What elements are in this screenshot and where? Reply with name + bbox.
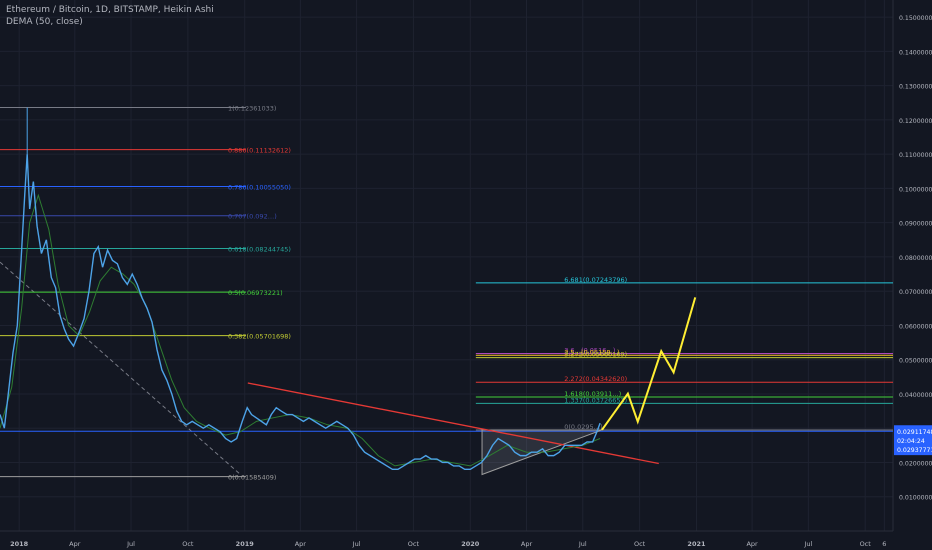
price-badge-label: 0.02911748 bbox=[897, 429, 932, 436]
chart-title: Ethereum / Bitcoin, 1D, BITSTAMP, Heikin… bbox=[6, 5, 214, 15]
price-badge-label: 0.02937771 bbox=[897, 447, 932, 454]
indicator-label: DEMA (50, close) bbox=[6, 17, 83, 27]
fib-extension-label: 1.337(0.03726653) bbox=[564, 396, 627, 404]
fib-extension-label: 3.5…(0.05158…) bbox=[564, 348, 619, 356]
dema-line bbox=[0, 193, 601, 467]
fib-retracement-label: 0.786(0.10055050) bbox=[228, 184, 291, 192]
x-tick-label: Oct bbox=[634, 540, 646, 548]
fib-extension-label: 3.272(0.05060169) bbox=[564, 351, 627, 359]
x-tick-label: Oct bbox=[860, 540, 872, 548]
x-tick-label: Jul bbox=[578, 540, 587, 548]
price-badge-label: 02:04:24 bbox=[897, 438, 925, 445]
fib-retracement-label: 1(0.12361033) bbox=[228, 105, 277, 113]
price-badge bbox=[894, 443, 932, 456]
fib-extension-label: 3.6…(0.0516…) bbox=[564, 347, 615, 355]
fib-extension-label: 2.272(0.04342620) bbox=[564, 375, 627, 383]
fib-retracement-label: 0.5(0.06973221) bbox=[228, 289, 283, 297]
chart-legend: Ethereum / Bitcoin, 1D, BITSTAMP, Heikin… bbox=[6, 4, 214, 28]
x-tick-label: Apr bbox=[521, 540, 533, 548]
x-tick-label: 6 bbox=[882, 540, 886, 548]
projection-path bbox=[601, 297, 697, 431]
x-tick-label: Apr bbox=[69, 540, 81, 548]
fib-extension-label: 0(0.0295…) bbox=[564, 423, 602, 431]
fib-retracement-label: 0.618(0.08244745) bbox=[228, 246, 291, 254]
price-line bbox=[0, 154, 601, 471]
x-tick-label: Apr bbox=[746, 540, 758, 548]
dashed-trend-line bbox=[0, 261, 241, 475]
x-tick-label: Jul bbox=[352, 540, 361, 548]
x-tick-label: Jul bbox=[126, 540, 135, 548]
fib-retracement-label: 0.707(0.092…) bbox=[228, 213, 277, 221]
x-tick-label: 2020 bbox=[461, 540, 480, 548]
fib-retracement-label: 0(0.01585409) bbox=[228, 474, 277, 482]
fib-extension-label: 1.618(0.03911…) bbox=[564, 390, 621, 398]
x-tick-label: Oct bbox=[408, 540, 420, 548]
x-tick-label: 2018 bbox=[10, 540, 29, 548]
x-tick-label: 2019 bbox=[236, 540, 255, 548]
x-tick-label: Apr bbox=[295, 540, 307, 548]
fib-retracement-label: 0.382(0.05701698) bbox=[228, 333, 291, 341]
x-tick-label: Jul bbox=[803, 540, 812, 548]
downtrend-line bbox=[247, 382, 659, 465]
fib-extension-label: 6.681(0.07243796) bbox=[564, 276, 627, 284]
x-tick-label: 2021 bbox=[687, 540, 706, 548]
fib-retracement-label: 0.886(0.11132612) bbox=[228, 147, 291, 155]
y-tick-label: 0.01000000 bbox=[899, 495, 932, 502]
x-tick-label: Oct bbox=[182, 540, 194, 548]
